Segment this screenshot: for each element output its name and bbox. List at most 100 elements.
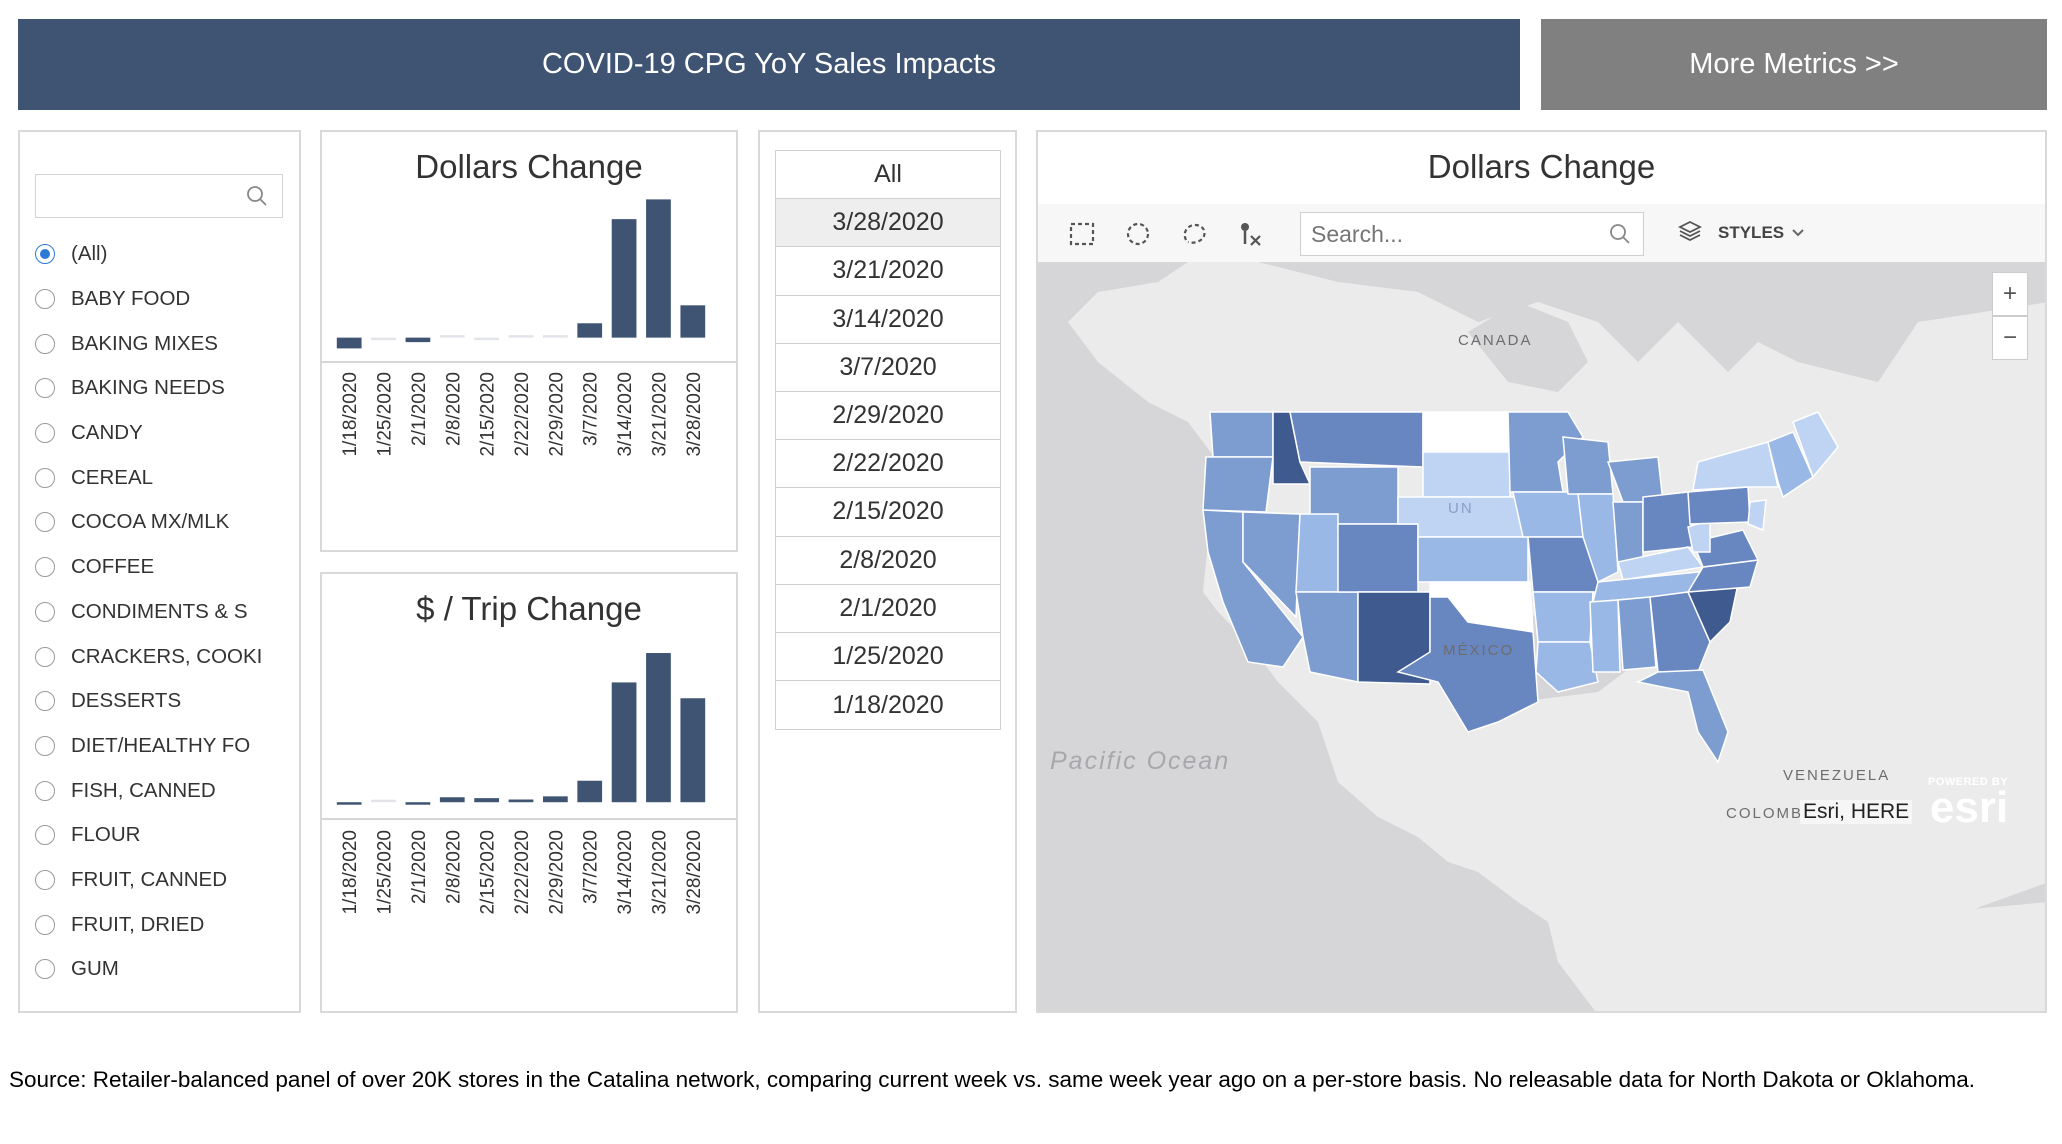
category-option[interactable]: FRUIT, CANNED	[35, 858, 262, 903]
map-search-box[interactable]	[1300, 212, 1644, 256]
week-option[interactable]: 1/18/2020	[776, 681, 1000, 730]
bar[interactable]	[577, 780, 603, 803]
radio-button[interactable]	[35, 512, 55, 533]
radio-button[interactable]	[35, 423, 55, 444]
week-option[interactable]: 1/25/2020	[776, 632, 1000, 682]
state-mississippi	[1589, 599, 1621, 673]
radio-button[interactable]	[35, 333, 55, 354]
category-option[interactable]: FLOUR	[35, 813, 262, 858]
week-option[interactable]: 3/14/2020	[776, 295, 1000, 344]
category-search-input[interactable]	[36, 175, 236, 215]
radio-button[interactable]	[35, 780, 55, 801]
map-search-input[interactable]	[1301, 213, 1591, 255]
zoom-in-label: +	[2002, 280, 2017, 307]
week-option[interactable]: 2/1/2020	[776, 584, 1000, 633]
x-tick-label: 2/22/2020	[512, 372, 533, 457]
state-south-dakota	[1422, 451, 1511, 498]
map-styles-label: STYLES	[1718, 223, 1785, 242]
bar[interactable]	[405, 337, 431, 343]
radio-button[interactable]	[35, 691, 55, 712]
x-tick-label: 1/18/2020	[340, 830, 361, 915]
bar[interactable]	[646, 199, 671, 338]
trip-change-chart-panel: $ / Trip Change 1/18/2020 1/25/2020 2/1/20…	[320, 572, 738, 1013]
us-state-choropleth-map[interactable]: + − CANADA MÉXICO VENEZUELA COLOMB UN Pa…	[1038, 262, 2047, 1013]
map-canvas[interactable]	[1038, 262, 2047, 1013]
category-option[interactable]: COFFEE	[35, 545, 262, 590]
x-tick-label: 2/15/2020	[478, 830, 499, 915]
category-filter-panel: (All) BABY FOOD BAKING MIXES BAKING NEEDS CA…	[18, 130, 301, 1013]
clear-selection-icon[interactable]	[1236, 220, 1264, 248]
category-option-label: FISH, CANNED	[71, 778, 216, 802]
bar[interactable]	[508, 335, 534, 338]
esri-wordmark: esri	[1929, 783, 2009, 832]
category-option[interactable]: GUM	[35, 947, 262, 992]
lasso-select-icon[interactable]	[1180, 220, 1208, 248]
radio-button[interactable]	[35, 825, 55, 846]
bar[interactable]	[646, 653, 671, 803]
bar[interactable]	[508, 799, 534, 803]
week-option[interactable]: 2/29/2020	[776, 391, 1000, 441]
radio-button[interactable]	[35, 289, 55, 310]
bar[interactable]	[405, 802, 431, 805]
category-option[interactable]: CONDIMENTS & S	[35, 590, 262, 635]
category-option[interactable]: CEREAL	[35, 455, 262, 500]
radio-button[interactable]	[35, 959, 55, 980]
radio-button[interactable]	[35, 601, 55, 622]
bar[interactable]	[474, 337, 500, 341]
bar[interactable]	[371, 799, 396, 803]
map-styles-button[interactable]: STYLES	[1677, 216, 1804, 250]
category-radio-list: (All) BABY FOOD BAKING MIXES BAKING NEEDS CA…	[35, 232, 262, 992]
zoom-out-button[interactable]: −	[1992, 316, 2028, 360]
map-label-canada: CANADA	[1458, 332, 1533, 349]
radio-button[interactable]	[35, 869, 55, 890]
bar[interactable]	[680, 305, 706, 338]
bar[interactable]	[611, 682, 637, 803]
radio-button[interactable]	[35, 244, 55, 265]
bar[interactable]	[680, 698, 706, 803]
category-option[interactable]: CRACKERS, COOKI	[35, 634, 262, 679]
state-georgia	[1649, 591, 1711, 673]
circle-select-icon[interactable]	[1124, 220, 1152, 248]
bar[interactable]	[577, 323, 603, 338]
category-option[interactable]: BAKING NEEDS	[35, 366, 262, 411]
category-option[interactable]: FRUIT, DRIED	[35, 902, 262, 947]
week-option-all[interactable]: All	[776, 151, 1000, 200]
category-option[interactable]: CANDY	[35, 411, 262, 456]
category-search-box[interactable]	[35, 174, 283, 218]
bar[interactable]	[542, 335, 568, 338]
bar[interactable]	[611, 219, 637, 338]
more-metrics-button[interactable]: More Metrics >>	[1541, 19, 2047, 110]
category-option[interactable]: DIET/HEALTHY FO	[35, 724, 262, 769]
radio-button[interactable]	[35, 378, 55, 399]
zoom-in-button[interactable]: +	[1992, 272, 2028, 316]
state-idaho	[1272, 411, 1312, 485]
week-option[interactable]: 2/8/2020	[776, 536, 1000, 585]
week-option[interactable]: 3/28/2020	[776, 199, 1000, 248]
bar[interactable]	[371, 337, 396, 341]
bar[interactable]	[439, 335, 465, 338]
category-option[interactable]: BAKING MIXES	[35, 321, 262, 366]
category-option[interactable]: COCOA MX/MLK	[35, 500, 262, 545]
radio-button[interactable]	[35, 646, 55, 667]
category-option[interactable]: DESSERTS	[35, 679, 262, 724]
week-option[interactable]: 3/7/2020	[776, 343, 1000, 392]
week-option[interactable]: 2/22/2020	[776, 440, 1000, 489]
category-option[interactable]: FISH, CANNED	[35, 768, 262, 813]
bar[interactable]	[439, 797, 465, 803]
week-option[interactable]: 3/21/2020	[776, 247, 1000, 296]
bar[interactable]	[336, 802, 362, 805]
category-option-label: BAKING MIXES	[71, 331, 218, 355]
radio-button[interactable]	[35, 735, 55, 756]
category-option[interactable]: BABY FOOD	[35, 277, 262, 322]
search-icon[interactable]	[246, 185, 268, 212]
category-option[interactable]: (All)	[35, 232, 262, 277]
bar[interactable]	[474, 798, 500, 803]
radio-button[interactable]	[35, 914, 55, 935]
week-option[interactable]: 2/15/2020	[776, 488, 1000, 537]
bar[interactable]	[336, 337, 362, 349]
radio-button[interactable]	[35, 557, 55, 578]
radio-button[interactable]	[35, 467, 55, 488]
rectangle-select-icon[interactable]	[1068, 220, 1096, 248]
search-icon[interactable]	[1609, 223, 1631, 250]
bar[interactable]	[542, 796, 568, 803]
